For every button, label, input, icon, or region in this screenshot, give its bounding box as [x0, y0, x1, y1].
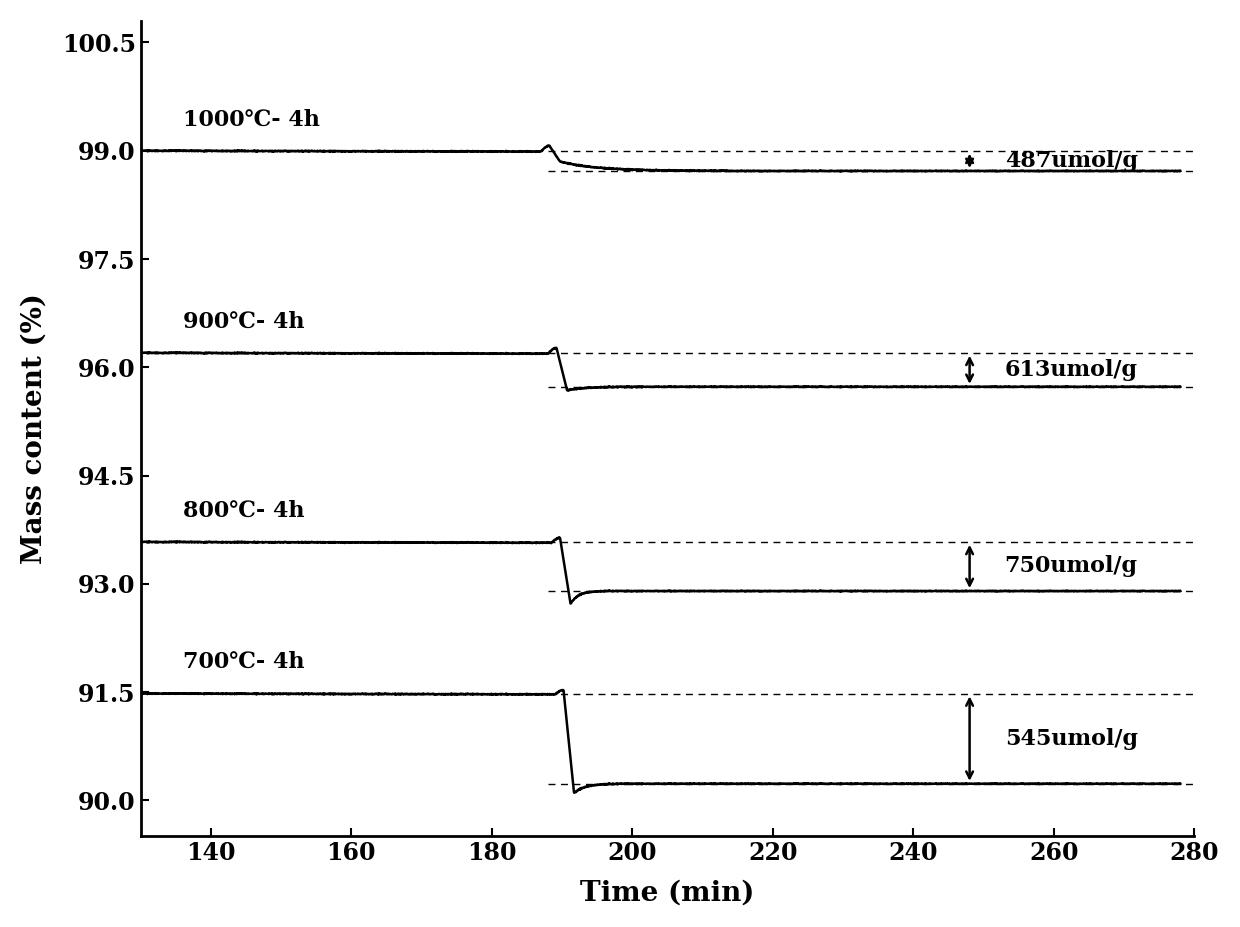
Text: 487umol/g: 487umol/g [1004, 150, 1138, 171]
Text: 613umol/g: 613umol/g [1004, 359, 1138, 381]
Text: 700℃- 4h: 700℃- 4h [182, 652, 304, 673]
Y-axis label: Mass content (%): Mass content (%) [21, 293, 48, 564]
Text: 900℃- 4h: 900℃- 4h [182, 311, 304, 333]
Text: 1000℃- 4h: 1000℃- 4h [182, 108, 320, 131]
X-axis label: Time (min): Time (min) [580, 879, 755, 907]
Text: 545umol/g: 545umol/g [1004, 728, 1138, 750]
Text: 800℃- 4h: 800℃- 4h [182, 500, 304, 522]
Text: 750umol/g: 750umol/g [1004, 555, 1138, 578]
